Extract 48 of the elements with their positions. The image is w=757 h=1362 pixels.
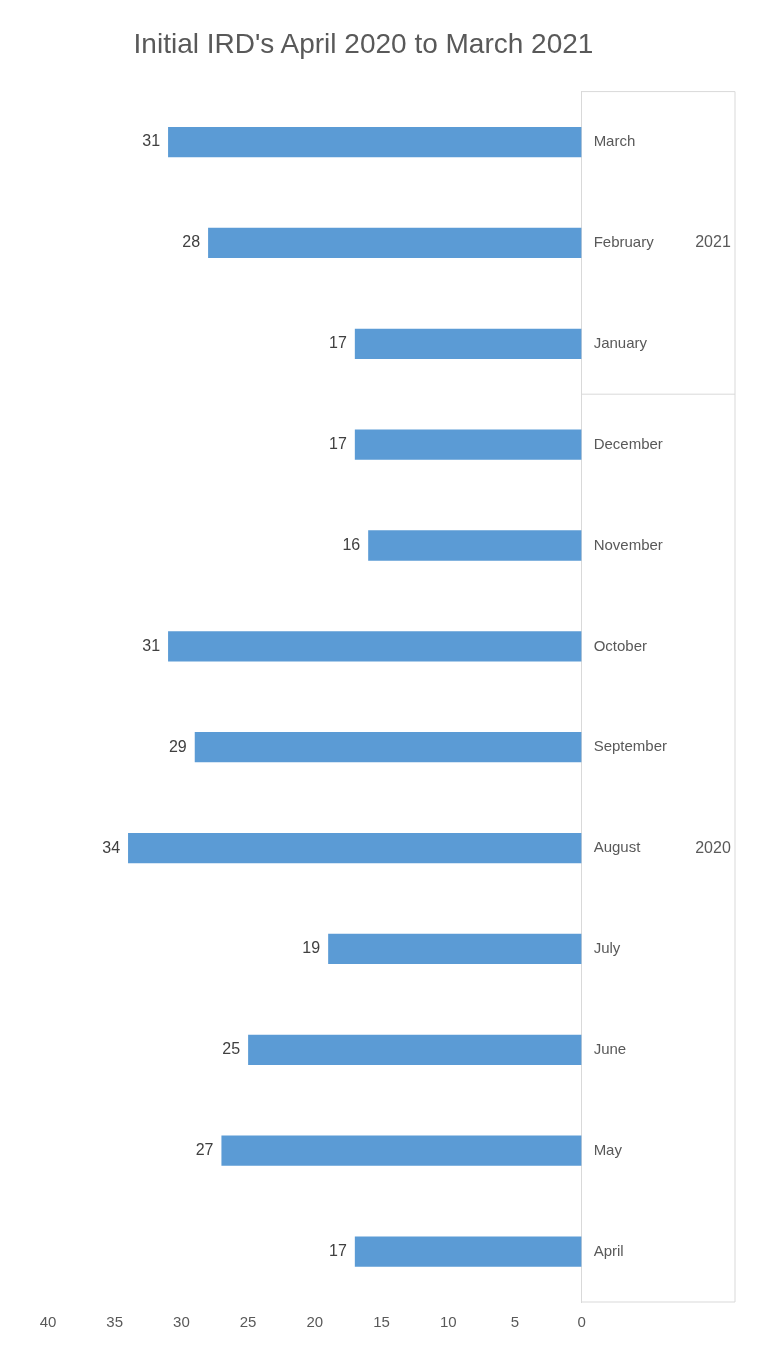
x-tick-label: 15 [373, 1313, 390, 1331]
x-tick-label: 30 [173, 1313, 190, 1331]
y-tick-label: October [593, 636, 647, 654]
y-tick-label: December [593, 434, 663, 452]
bar [328, 933, 582, 965]
y-tick-label: June [593, 1039, 627, 1057]
bar [128, 832, 582, 864]
x-tick-label: 25 [239, 1313, 257, 1331]
bar [248, 1034, 582, 1065]
data-label: 16 [342, 535, 361, 553]
bar [354, 328, 582, 359]
bar [368, 530, 582, 561]
x-tick-label: 0 [577, 1313, 586, 1331]
y-tick-label: July [593, 939, 621, 957]
bar [168, 126, 582, 158]
data-label: 17 [329, 435, 347, 453]
y-tick-label: May [593, 1140, 623, 1158]
y-tick-label: February [593, 233, 655, 251]
data-label: 34 [102, 838, 121, 856]
y-tick-label: August [593, 838, 642, 856]
x-tick-label: 10 [439, 1313, 457, 1331]
text: 2020 [695, 838, 731, 856]
bar [208, 227, 582, 259]
data-label: 17 [329, 334, 347, 352]
bar [354, 1236, 582, 1267]
y-tick-label: September [593, 737, 667, 755]
y-tick-label: April [593, 1241, 624, 1259]
data-label: 17 [329, 1241, 347, 1259]
bar [168, 631, 582, 662]
x-tick-label: 5 [510, 1313, 520, 1331]
data-label: 31 [142, 132, 161, 150]
x-tick-label: 40 [39, 1313, 57, 1331]
data-label: 29 [168, 737, 187, 755]
bar [221, 1135, 582, 1166]
data-label: 31 [142, 636, 161, 654]
text: 2021 [695, 233, 731, 251]
data-label: 25 [222, 1040, 241, 1058]
data-label: 27 [195, 1141, 214, 1159]
y-tick-label: March [593, 132, 636, 150]
y-tick-label: November [593, 535, 663, 553]
data-label: 28 [182, 233, 201, 251]
y-tick-label: January [593, 333, 648, 351]
bar [194, 732, 582, 763]
bar [354, 429, 582, 460]
x-tick-label: 20 [306, 1313, 324, 1331]
x-tick-label: 35 [106, 1313, 124, 1331]
data-label: 19 [302, 939, 321, 957]
chart-title: Initial IRD's April 2020 to March 2021 [133, 27, 594, 59]
